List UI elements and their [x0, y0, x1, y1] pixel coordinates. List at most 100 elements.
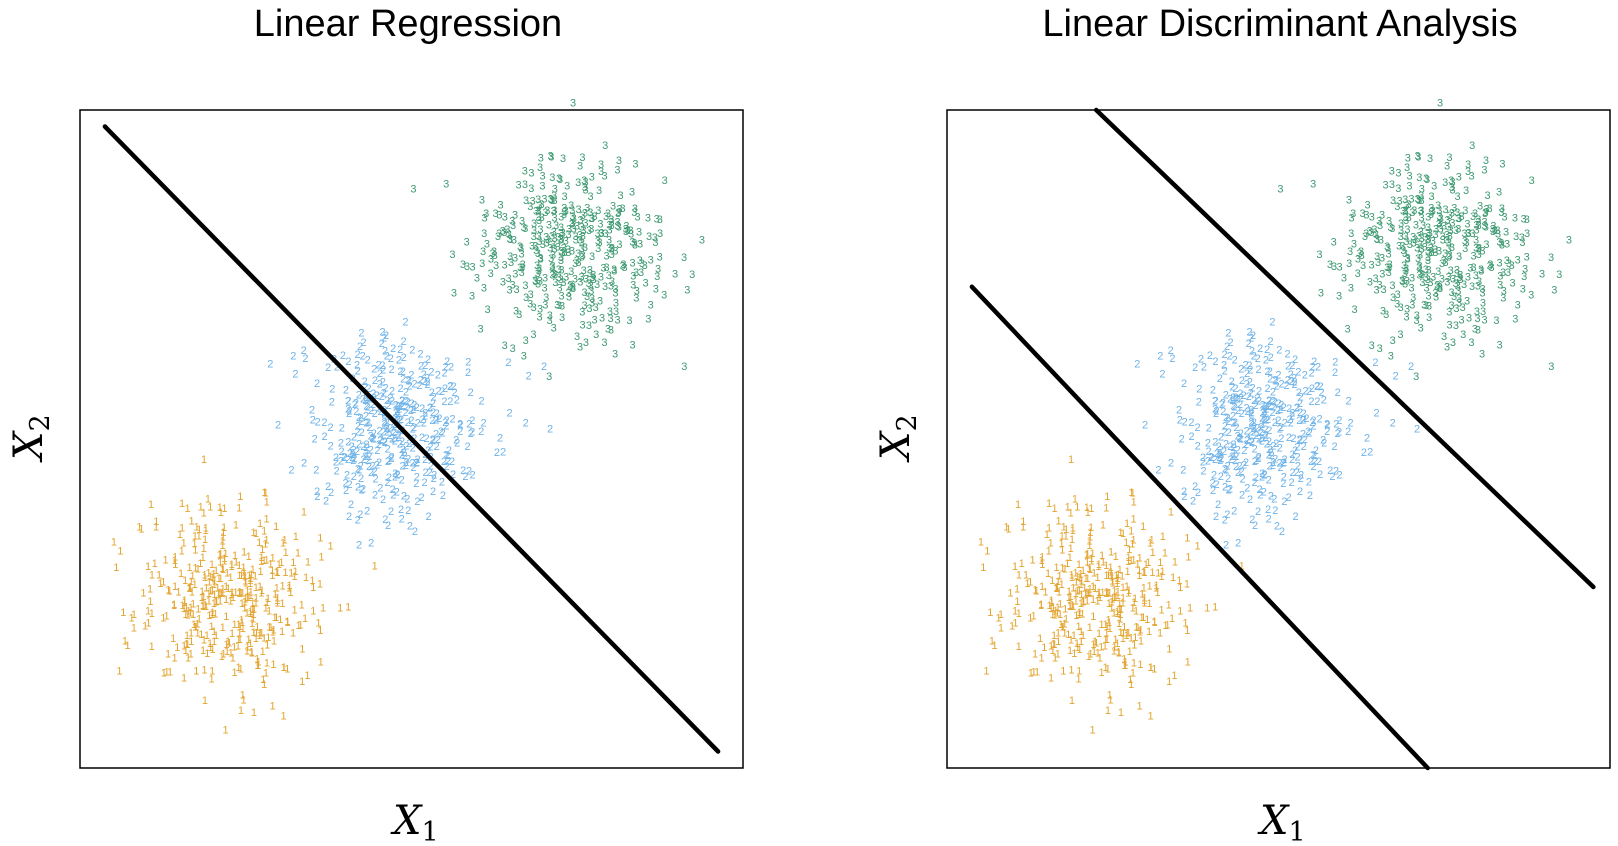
point-class-3: 3: [558, 222, 564, 234]
point-class-3: 3: [1368, 259, 1374, 271]
point-class-1: 1: [279, 598, 285, 610]
point-class-2: 2: [1221, 359, 1227, 371]
point-class-3: 3: [613, 297, 619, 309]
point-class-3: 3: [1359, 250, 1365, 262]
point-class-1: 1: [237, 491, 243, 503]
point-class-1: 1: [222, 548, 228, 560]
point-class-1: 1: [138, 524, 144, 536]
point-class-2: 2: [1212, 403, 1218, 415]
point-class-1: 1: [1098, 642, 1104, 654]
point-class-2: 2: [372, 490, 378, 502]
point-class-1: 1: [263, 602, 269, 614]
point-class-2: 2: [410, 457, 416, 469]
point-class-2: 2: [1212, 436, 1218, 448]
point-class-3: 3: [563, 272, 569, 284]
point-class-1: 1: [1116, 598, 1122, 610]
point-class-1: 1: [1115, 569, 1121, 581]
point-class-3: 3: [554, 299, 560, 311]
point-class-3: 3: [1403, 231, 1409, 243]
point-class-2: 2: [422, 477, 428, 489]
point-class-2: 2: [434, 441, 440, 453]
point-class-3: 3: [1458, 211, 1464, 223]
point-class-3: 3: [502, 212, 508, 224]
point-class-3: 3: [1436, 205, 1442, 217]
point-class-1: 1: [283, 547, 289, 559]
point-class-2: 2: [384, 426, 390, 438]
point-class-2: 2: [401, 490, 407, 502]
point-class-2: 2: [1286, 432, 1292, 444]
point-class-3: 3: [1490, 224, 1496, 236]
point-class-1: 1: [192, 621, 198, 633]
point-class-1: 1: [198, 502, 204, 514]
point-class-1: 1: [1087, 564, 1093, 576]
point-class-1: 1: [196, 613, 202, 625]
point-class-3: 3: [1403, 236, 1409, 248]
point-class-1: 1: [1097, 592, 1103, 604]
point-class-2: 2: [1218, 471, 1224, 483]
point-class-1: 1: [1095, 589, 1101, 601]
point-class-2: 2: [312, 433, 318, 445]
point-class-2: 2: [427, 467, 433, 479]
point-class-2: 2: [1207, 350, 1213, 362]
point-class-1: 1: [1099, 550, 1105, 562]
point-class-3: 3: [1346, 258, 1352, 270]
point-class-1: 1: [257, 566, 263, 578]
point-class-1: 1: [250, 627, 256, 639]
point-class-2: 2: [1272, 375, 1278, 387]
point-class-1: 1: [265, 593, 271, 605]
point-class-2: 2: [466, 419, 472, 431]
point-class-1: 1: [1058, 619, 1064, 631]
point-class-2: 2: [338, 437, 344, 449]
point-class-1: 1: [236, 570, 242, 582]
point-class-2: 2: [340, 350, 346, 362]
point-class-1: 1: [247, 638, 253, 650]
point-class-1: 1: [1045, 568, 1051, 580]
point-class-2: 2: [435, 386, 441, 398]
point-class-3: 3: [1474, 306, 1480, 318]
point-class-1: 1: [1050, 645, 1056, 657]
point-class-3: 3: [1509, 260, 1515, 272]
point-class-3: 3: [566, 292, 572, 304]
point-class-2: 2: [1289, 376, 1295, 388]
point-class-1: 1: [1147, 662, 1153, 674]
point-class-2: 2: [346, 479, 352, 491]
point-class-2: 2: [366, 451, 372, 463]
point-class-2: 2: [1231, 505, 1237, 517]
point-class-3: 3: [595, 228, 601, 240]
point-class-3: 3: [1477, 201, 1483, 213]
point-class-3: 3: [1476, 276, 1482, 288]
point-class-1: 1: [235, 619, 241, 631]
point-class-1: 1: [1140, 612, 1146, 624]
point-class-2: 2: [401, 352, 407, 364]
point-class-1: 1: [1166, 644, 1172, 656]
point-class-1: 1: [1080, 596, 1086, 608]
point-class-3: 3: [1456, 297, 1462, 309]
point-class-3: 3: [561, 191, 567, 203]
point-class-2: 2: [399, 400, 405, 412]
point-class-1: 1: [228, 589, 234, 601]
point-class-1: 1: [278, 557, 284, 569]
point-class-2: 2: [1297, 434, 1303, 446]
point-class-3: 3: [1519, 232, 1525, 244]
point-class-2: 2: [1279, 526, 1285, 538]
point-class-3: 3: [1451, 202, 1457, 214]
point-class-1: 1: [211, 579, 217, 591]
point-class-3: 3: [1434, 280, 1440, 292]
point-class-1: 1: [185, 606, 191, 618]
point-class-1: 1: [164, 667, 170, 679]
point-class-3: 3: [582, 207, 588, 219]
point-class-3: 3: [1419, 183, 1425, 195]
point-class-2: 2: [1218, 431, 1224, 443]
point-class-1: 1: [1117, 627, 1123, 639]
point-class-1: 1: [253, 528, 259, 540]
point-class-1: 1: [185, 653, 191, 665]
point-class-1: 1: [1154, 580, 1160, 592]
point-class-2: 2: [344, 469, 350, 481]
point-class-3: 3: [1506, 258, 1512, 270]
point-class-2: 2: [374, 390, 380, 402]
point-class-1: 1: [270, 659, 276, 671]
point-class-2: 2: [363, 411, 369, 423]
point-class-3: 3: [528, 168, 534, 180]
point-class-2: 2: [345, 436, 351, 448]
point-class-1: 1: [1050, 639, 1056, 651]
